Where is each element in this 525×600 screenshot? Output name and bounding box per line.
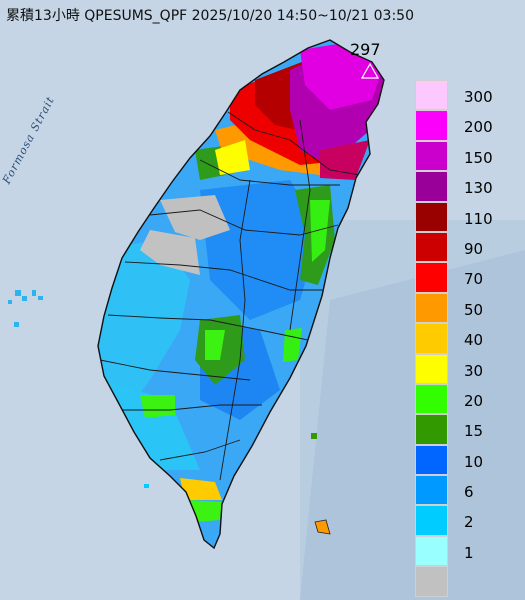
- county-borders: [99, 111, 361, 481]
- legend-swatch: [415, 140, 448, 172]
- legend-swatch: [415, 110, 448, 141]
- legend-label: 10: [464, 452, 484, 471]
- rainfall-legend: 300 200 150 130 110 90 70 50 40 30 20 15 10 6 2 1: [415, 80, 521, 597]
- legend-swatch: [415, 353, 448, 384]
- legend-label: 40: [464, 331, 484, 350]
- legend-swatch: [415, 475, 448, 506]
- legend-label: 30: [464, 361, 484, 380]
- legend-row: 150: [415, 140, 521, 172]
- legend-row: 6: [415, 475, 521, 506]
- legend-label: 2: [464, 513, 474, 532]
- legend-label: 300: [464, 88, 493, 106]
- legend-row: 200: [415, 110, 521, 141]
- legend-swatch: [415, 414, 448, 445]
- legend-swatch: [415, 323, 448, 354]
- legend-row: 130: [415, 171, 521, 202]
- legend-label: 200: [464, 118, 493, 137]
- legend-label: 6: [464, 483, 474, 502]
- legend-label: 150: [464, 148, 493, 167]
- legend-swatch: [415, 231, 448, 263]
- rainfall-zones: [98, 42, 384, 522]
- legend-row: 15: [415, 414, 521, 445]
- legend-label: 90: [464, 239, 484, 258]
- legend-row: 50: [415, 292, 521, 324]
- legend-swatch: [415, 171, 448, 202]
- legend-swatch: [415, 383, 448, 415]
- legend-swatch: [415, 444, 448, 476]
- legend-row: 20: [415, 383, 521, 415]
- legend-row: 2: [415, 505, 521, 536]
- penghu-echoes: [8, 290, 43, 327]
- liuqiu-island: [144, 484, 149, 488]
- legend-swatch: [415, 292, 448, 324]
- legend-row: 40: [415, 323, 521, 354]
- legend-row: 300: [415, 80, 521, 111]
- legend-label: 50: [464, 300, 484, 319]
- green-island: [311, 433, 317, 439]
- coastline: [97, 39, 385, 550]
- legend-label: 70: [464, 270, 484, 289]
- legend-label: 20: [464, 391, 484, 410]
- legend-label: 15: [464, 422, 484, 441]
- legend-swatch: [415, 505, 448, 536]
- legend-swatch: [415, 262, 448, 293]
- legend-row: 1: [415, 535, 521, 567]
- legend-swatch: [415, 80, 448, 111]
- legend-swatch: [415, 535, 448, 567]
- legend-label: 130: [464, 179, 493, 198]
- max-value-marker-icon: [360, 62, 380, 79]
- legend-swatch: [415, 201, 448, 232]
- legend-label: 110: [464, 209, 493, 228]
- legend-row: 30: [415, 353, 521, 384]
- legend-row: 90: [415, 231, 521, 263]
- orchid-island: [314, 519, 331, 535]
- legend-row: 70: [415, 262, 521, 293]
- max-value-label: 297: [350, 40, 381, 59]
- legend-row: 10: [415, 444, 521, 476]
- legend-row: [415, 566, 521, 597]
- legend-swatch: [415, 566, 448, 597]
- map-title: 累積13小時 QPESUMS_QPF 2025/10/20 14:50~10/2…: [6, 8, 414, 24]
- legend-label: 1: [464, 543, 474, 562]
- legend-row: 110: [415, 201, 521, 232]
